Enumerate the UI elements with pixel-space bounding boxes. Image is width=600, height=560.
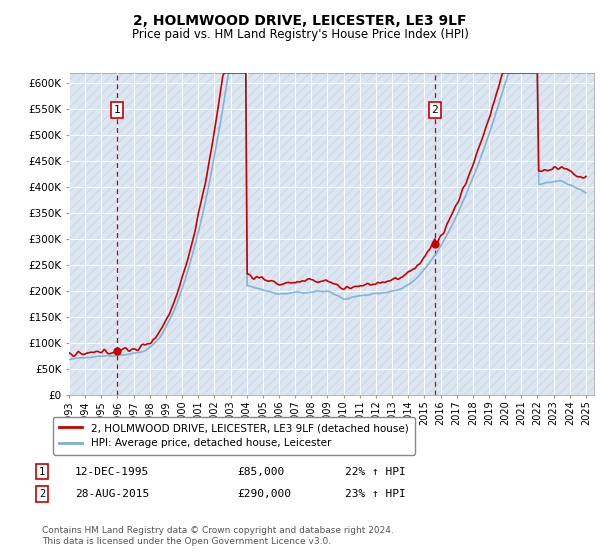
Text: £290,000: £290,000 <box>237 489 291 499</box>
Text: 1: 1 <box>39 466 45 477</box>
Text: Price paid vs. HM Land Registry's House Price Index (HPI): Price paid vs. HM Land Registry's House … <box>131 28 469 41</box>
Text: 2: 2 <box>39 489 45 499</box>
Text: 2: 2 <box>431 105 438 115</box>
Text: £85,000: £85,000 <box>237 466 284 477</box>
Text: 12-DEC-1995: 12-DEC-1995 <box>75 466 149 477</box>
Text: 23% ↑ HPI: 23% ↑ HPI <box>345 489 406 499</box>
Text: 22% ↑ HPI: 22% ↑ HPI <box>345 466 406 477</box>
Text: 2, HOLMWOOD DRIVE, LEICESTER, LE3 9LF: 2, HOLMWOOD DRIVE, LEICESTER, LE3 9LF <box>133 14 467 28</box>
Text: Contains HM Land Registry data © Crown copyright and database right 2024.
This d: Contains HM Land Registry data © Crown c… <box>42 526 394 546</box>
Legend: 2, HOLMWOOD DRIVE, LEICESTER, LE3 9LF (detached house), HPI: Average price, deta: 2, HOLMWOOD DRIVE, LEICESTER, LE3 9LF (d… <box>53 417 415 455</box>
Text: 28-AUG-2015: 28-AUG-2015 <box>75 489 149 499</box>
Text: 1: 1 <box>113 105 120 115</box>
